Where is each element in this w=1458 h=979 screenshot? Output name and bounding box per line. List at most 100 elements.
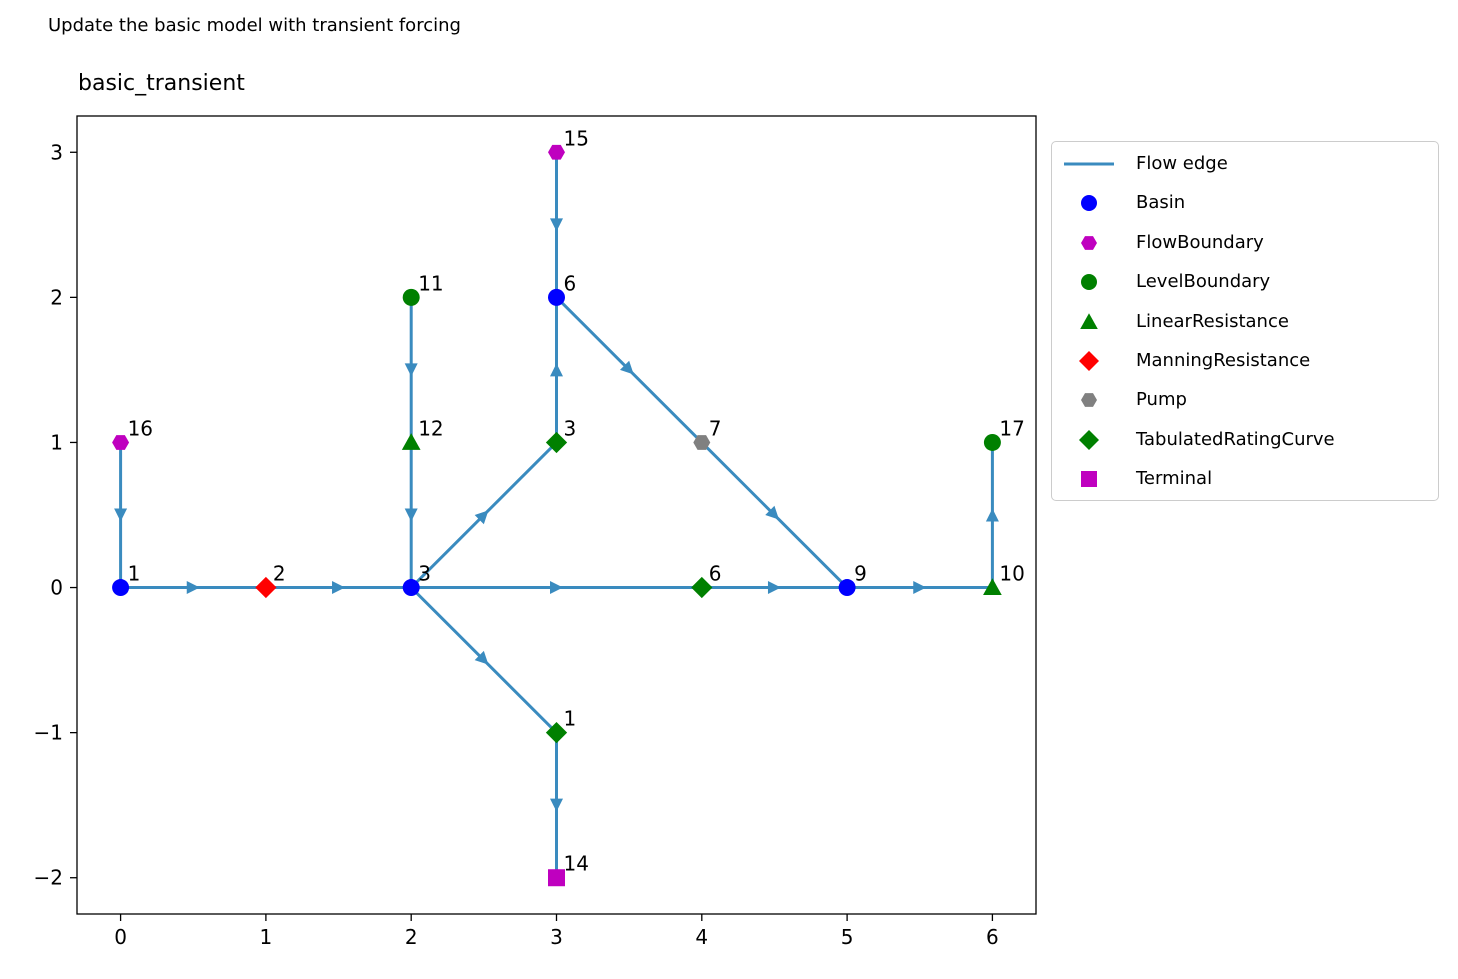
legend-label: LinearResistance — [1136, 310, 1289, 332]
edges-layer — [119, 152, 994, 878]
legend-label: LevelBoundary — [1136, 271, 1271, 293]
flow-arrow — [550, 218, 563, 232]
x-tick-label: 2 — [405, 925, 418, 949]
flow-arrow — [474, 510, 489, 525]
node-label: 2 — [273, 562, 286, 586]
node-label: 6 — [709, 562, 722, 586]
node-label: 1 — [564, 707, 577, 731]
legend-symbol — [1064, 162, 1114, 166]
node-basin — [548, 288, 565, 306]
legend-marker-triangle — [1080, 312, 1098, 329]
legend-item: TabulatedRatingCurve — [1052, 425, 1438, 455]
flow-arrow — [404, 363, 418, 377]
flow-arrow — [985, 508, 999, 522]
legend-item: LinearResistance — [1052, 307, 1438, 337]
legend-item: LevelBoundary — [1052, 267, 1438, 297]
y-tick-label: 2 — [50, 285, 63, 309]
flow-arrow — [550, 798, 563, 812]
node-basin — [838, 579, 856, 597]
node-label: 1 — [128, 562, 141, 586]
node-flowboundary — [548, 144, 565, 160]
legend-marker-square — [1081, 471, 1097, 488]
node-label: 3 — [564, 416, 577, 440]
legend: Flow edge Basin FlowBoundary LevelBoundary L… — [1051, 141, 1439, 501]
node-linearresistance — [983, 578, 1002, 596]
legend-label: FlowBoundary — [1136, 231, 1264, 253]
x-tick-label: 0 — [114, 925, 127, 949]
y-tick-label: 0 — [50, 576, 63, 600]
legend-item: Flow edge — [1052, 149, 1438, 179]
flow-arrow — [619, 360, 634, 375]
legend-symbol — [1081, 393, 1097, 408]
y-tick-label: 1 — [50, 430, 63, 454]
legend-symbol — [1081, 471, 1097, 488]
legend-symbol — [1081, 274, 1097, 291]
legend-marker-diamond — [1079, 351, 1099, 371]
figure-suptitle: Update the basic model with transient fo… — [48, 15, 461, 36]
flow-arrow — [550, 581, 563, 595]
legend-item: Basin — [1052, 188, 1438, 218]
y-tick-label: 3 — [50, 140, 63, 164]
legend-symbol — [1080, 312, 1098, 329]
legend-item: ManningResistance — [1052, 346, 1438, 376]
x-tick-label: 1 — [260, 925, 273, 949]
flow-arrow — [332, 581, 346, 595]
node-pump — [693, 435, 711, 450]
x-tick-label: 3 — [550, 925, 563, 949]
node-terminal — [548, 869, 565, 887]
node-label: 7 — [709, 416, 722, 440]
legend-marker-circle — [1081, 195, 1097, 212]
node-label: 11 — [418, 271, 443, 295]
flow-arrow — [186, 581, 200, 595]
legend-symbol — [1081, 195, 1097, 212]
y-tick-label: −2 — [34, 866, 63, 890]
node-manningresistance — [255, 576, 277, 599]
plot-title: basic_transient — [78, 71, 245, 96]
legend-marker-diamond — [1079, 429, 1099, 450]
legend-label: ManningResistance — [1136, 350, 1311, 371]
node-label: 16 — [128, 416, 153, 440]
node-label: 6 — [564, 271, 577, 295]
legend-item: FlowBoundary — [1052, 228, 1438, 258]
legend-marker-circle — [1081, 274, 1097, 291]
node-label: 12 — [418, 416, 443, 440]
node-label: 10 — [999, 562, 1024, 586]
x-tick-label: 6 — [986, 925, 999, 949]
node-label: 17 — [999, 416, 1024, 440]
node-levelboundary — [983, 433, 1001, 451]
flow-arrow — [767, 581, 781, 595]
legend-symbol — [1079, 351, 1099, 371]
flow-arrow — [550, 363, 563, 377]
legend-item: Terminal — [1052, 464, 1438, 494]
legend-marker-hexagon — [1081, 393, 1097, 408]
node-tabulatedratingcurve — [691, 576, 713, 599]
flow-arrow — [114, 508, 128, 522]
legend-symbol — [1081, 235, 1097, 250]
legend-symbol — [1079, 429, 1099, 450]
nodes-layer — [112, 144, 1002, 887]
node-levelboundary — [402, 288, 420, 306]
node-flowboundary — [112, 435, 130, 450]
y-tick-label: −1 — [34, 721, 63, 745]
x-tick-label: 4 — [695, 925, 708, 949]
node-label: 3 — [418, 562, 431, 586]
flow-arrow — [913, 581, 927, 595]
flow-arrow — [474, 650, 489, 665]
flow-arrow — [404, 508, 418, 522]
flow-arrow — [765, 505, 780, 520]
legend-marker-hexagon — [1081, 235, 1097, 250]
node-basin — [112, 579, 130, 597]
node-tabulatedratingcurve — [545, 431, 568, 454]
node-label: 14 — [564, 852, 589, 876]
x-tick-label: 5 — [841, 925, 854, 949]
legend-label: Pump — [1136, 389, 1187, 411]
arrows-layer — [114, 218, 999, 812]
node-basin — [402, 579, 420, 597]
node-tabulatedratingcurve — [545, 722, 568, 744]
node-label: 9 — [854, 562, 867, 586]
legend-item: Pump — [1052, 385, 1438, 415]
node-linearresistance — [401, 433, 421, 450]
legend-label: TabulatedRatingCurve — [1136, 428, 1335, 450]
